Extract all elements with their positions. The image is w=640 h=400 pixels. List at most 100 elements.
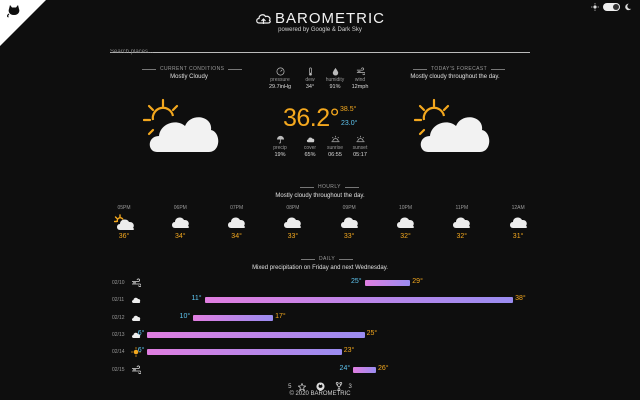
hourly-temp: 34° xyxy=(231,233,242,240)
wind-icon xyxy=(132,278,141,287)
github-corner[interactable] xyxy=(0,0,46,46)
metric-label: dew xyxy=(305,77,315,83)
current-high: 38.5° xyxy=(340,106,357,113)
cloud-icon xyxy=(340,217,358,228)
cloud-icon xyxy=(228,217,246,228)
cloud-icon xyxy=(509,217,527,228)
daily-row: 02/11 11° 38° xyxy=(0,294,640,308)
octocat-icon xyxy=(7,5,20,18)
hourly-temp: 32° xyxy=(400,233,411,240)
hourly-item: 06PM 34° xyxy=(160,205,200,240)
partly-cloudy-day-icon xyxy=(414,98,490,152)
daily-summary: Mixed precipitation on Friday and next W… xyxy=(252,265,388,271)
metric-label: precip xyxy=(273,145,287,151)
metric-value: 12mph xyxy=(351,84,369,90)
current-temperature: 36.2° xyxy=(283,104,340,132)
app-subtitle: powered by Google & Dark Sky xyxy=(278,27,362,33)
daily-range-bar xyxy=(204,297,514,304)
daily-row: 02/12 10° 17° xyxy=(0,312,640,326)
metric-value: 05:17 xyxy=(353,152,367,158)
current-conditions-label: CURRENT CONDITIONS xyxy=(142,66,243,72)
daily-low: 24° xyxy=(339,364,351,372)
daily-high: 38° xyxy=(515,295,526,303)
hourly-time: 07PM xyxy=(230,205,244,211)
daily-high: 26° xyxy=(378,364,389,372)
umbrella-icon xyxy=(276,135,284,144)
sun-icon xyxy=(131,347,141,357)
thermometer-icon xyxy=(308,67,312,76)
github-icon[interactable] xyxy=(315,382,325,391)
droplet-icon xyxy=(332,67,338,76)
todays-forecast-label: TODAY'S FORECAST xyxy=(413,66,506,72)
daily-low: 25° xyxy=(350,278,362,285)
cloud-upload-logo-icon xyxy=(256,14,271,24)
cloud-icon xyxy=(453,217,471,228)
partly-cloudy-icon xyxy=(113,214,134,230)
footer-stats: 5 3 xyxy=(0,382,640,391)
star-icon[interactable] xyxy=(297,382,306,391)
hourly-time: 05PM xyxy=(117,205,131,211)
hourly-time: 10PM xyxy=(398,205,413,211)
hourly-item: 12AM 31° xyxy=(498,205,538,240)
metric-label: cover xyxy=(303,145,317,151)
daily-date: 02/15 xyxy=(112,366,125,373)
metric-sunrise: sunrise 06:55 xyxy=(317,135,353,158)
wind-icon xyxy=(356,67,365,76)
hourly-item: 10PM 32° xyxy=(386,205,426,240)
metric-dew: dew 34° xyxy=(292,67,328,90)
metric-label: sunset xyxy=(352,145,368,151)
daily-row: 02/13 6° 25° xyxy=(0,329,640,343)
daily-high: 29° xyxy=(412,278,423,285)
hourly-item: 11PM 32° xyxy=(442,205,482,240)
cloud-icon xyxy=(171,217,189,228)
dark-mode-toggle[interactable] xyxy=(603,3,620,11)
fork-icon[interactable] xyxy=(335,382,343,391)
cloud-icon xyxy=(284,217,302,228)
metric-value: 65% xyxy=(304,152,316,158)
daily-low: 10° xyxy=(179,312,191,320)
daily-range-bar xyxy=(193,314,274,321)
search-input[interactable] xyxy=(110,46,530,58)
metric-sunset: sunset 05:17 xyxy=(342,135,378,158)
daily-high: 17° xyxy=(275,312,286,320)
current-summary: Mostly Cloudy xyxy=(170,74,208,80)
hourly-temp: 36° xyxy=(118,233,130,240)
hourly-time: 09PM xyxy=(342,205,356,211)
hourly-time: 08PM xyxy=(286,205,300,211)
daily-date: 02/14 xyxy=(112,349,125,356)
daily-low: 11° xyxy=(191,295,202,303)
hourly-label: HOURLY xyxy=(300,184,359,190)
metric-value: 29.7inHg xyxy=(268,84,292,90)
daily-date: 02/12 xyxy=(112,314,125,321)
hourly-item: 09PM 33° xyxy=(329,205,369,240)
star-count: 5 xyxy=(288,383,292,390)
metric-label: sunrise xyxy=(326,145,344,151)
sunrise-icon xyxy=(330,135,340,143)
hourly-time: 11PM xyxy=(455,205,469,211)
daily-date: 02/10 xyxy=(112,280,125,286)
daily-high: 23° xyxy=(343,347,355,355)
hourly-temp: 34° xyxy=(175,233,186,240)
daily-date: 02/11 xyxy=(112,297,125,304)
hourly-item: 08PM 33° xyxy=(273,205,313,240)
daily-high: 25° xyxy=(366,329,378,337)
copyright: © 2020 BAROMETRIC xyxy=(289,391,351,397)
metric-label: wind xyxy=(354,77,366,83)
daily-range-bar xyxy=(353,366,376,373)
cloud-icon xyxy=(397,217,415,228)
daily-date: 02/13 xyxy=(112,331,125,338)
gauge-icon xyxy=(276,67,284,76)
hourly-item: 07PM 34° xyxy=(217,205,257,240)
partly-cloudy-day-icon xyxy=(143,98,219,152)
hourly-item: 05PM 36° xyxy=(104,205,144,240)
metric-label: humidity xyxy=(325,77,345,83)
metric-value: 34° xyxy=(305,84,315,90)
metric-precip: precip 19% xyxy=(262,135,298,158)
hourly-temp: 33° xyxy=(287,233,299,240)
cloud-icon xyxy=(132,332,141,338)
metric-humidity: humidity 91% xyxy=(317,67,353,90)
search-bar xyxy=(110,40,530,58)
metric-wind: wind 12mph xyxy=(342,67,378,90)
sunset-icon xyxy=(355,135,365,143)
theme-controls xyxy=(591,3,632,11)
